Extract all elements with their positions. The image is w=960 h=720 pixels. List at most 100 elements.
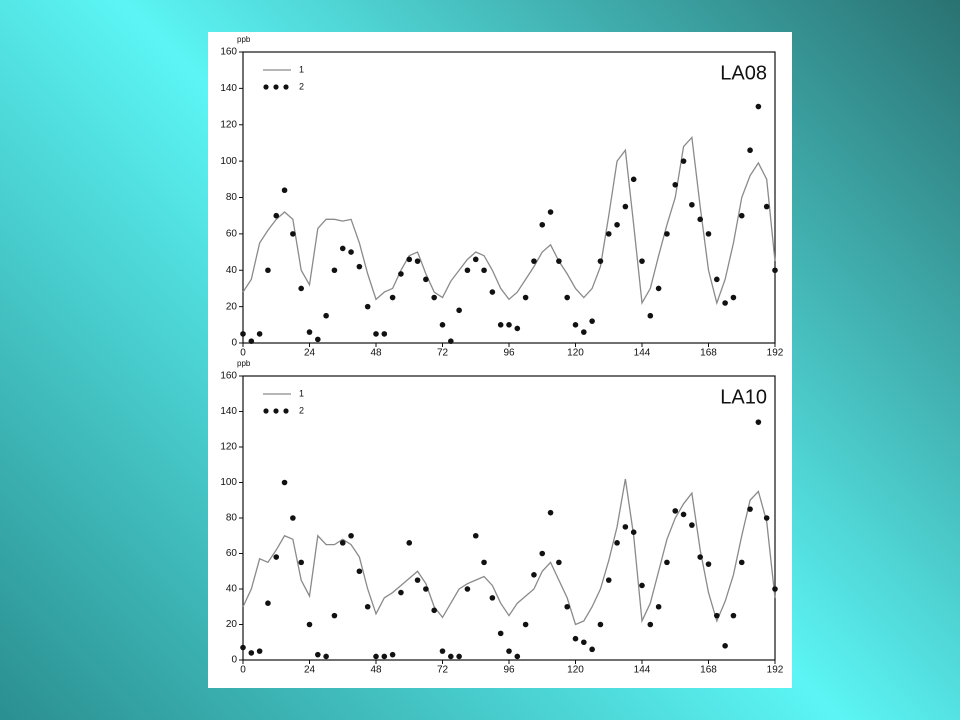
series-dot <box>439 648 446 654</box>
series-dot <box>331 612 338 619</box>
series-dot <box>639 258 645 264</box>
series-dot <box>547 209 554 215</box>
series-dot <box>389 294 396 301</box>
series-dot <box>339 540 346 546</box>
series-dot <box>364 303 371 310</box>
series-dot <box>381 331 388 337</box>
series-dot <box>680 511 687 518</box>
series-dot <box>414 258 421 264</box>
x-tick-label: 192 <box>767 665 784 676</box>
series-dot <box>464 267 471 274</box>
x-tick-label: 24 <box>304 348 316 359</box>
series-dot <box>630 529 637 535</box>
series-dot <box>531 572 537 578</box>
series-dot <box>639 582 645 589</box>
y-tick-label: 160 <box>220 47 237 58</box>
y-axis-label: ppb <box>237 35 251 44</box>
series-dot <box>381 653 388 660</box>
series-dot <box>323 653 329 660</box>
series-dot <box>256 331 263 337</box>
series-dot <box>655 603 662 610</box>
legend-label: 2 <box>299 405 304 415</box>
x-tick-label: 168 <box>700 665 717 676</box>
series-dot <box>564 603 570 610</box>
series-dot <box>398 589 404 596</box>
x-tick-label: 72 <box>437 348 449 359</box>
legend-dot <box>273 84 279 90</box>
series-dot <box>489 595 496 601</box>
series-dot <box>439 322 446 328</box>
x-tick-label: 120 <box>567 665 584 676</box>
series-dot <box>539 221 546 228</box>
series-dot <box>472 532 479 539</box>
y-tick-label: 60 <box>226 229 238 240</box>
series-dot <box>423 586 429 592</box>
series-dot <box>281 187 288 194</box>
x-tick-label: 48 <box>370 665 382 676</box>
series-line <box>242 478 776 626</box>
series-dot <box>680 158 687 164</box>
series-dot <box>323 312 329 319</box>
series-dot <box>738 212 745 219</box>
legend-dot <box>263 408 269 414</box>
series-dot <box>431 294 437 301</box>
series-dot <box>414 577 421 583</box>
x-tick-label: 72 <box>437 665 449 676</box>
series-dot <box>614 221 620 228</box>
y-tick-label: 80 <box>226 192 238 203</box>
panel <box>208 32 792 688</box>
series-dot <box>506 648 512 654</box>
series-dot <box>772 267 778 274</box>
y-tick-label: 80 <box>226 513 238 524</box>
series-dot <box>389 651 396 658</box>
series-dot <box>315 651 321 658</box>
series-dot <box>572 635 579 642</box>
y-tick-label: 0 <box>231 338 237 349</box>
chart-title: LA10 <box>720 386 767 408</box>
y-tick-label: 120 <box>220 442 237 453</box>
series-dot <box>664 559 670 566</box>
legend-dot <box>263 84 269 90</box>
x-tick-label: 96 <box>503 665 515 676</box>
series-dot <box>614 540 620 546</box>
x-tick-label: 24 <box>304 665 316 676</box>
series-dot <box>755 419 762 425</box>
series-dot <box>481 559 487 566</box>
series-dot <box>672 181 679 188</box>
series-dot <box>730 612 737 619</box>
x-tick-label: 168 <box>700 348 717 359</box>
series-dot <box>763 515 770 521</box>
series-dot <box>738 559 745 566</box>
series-dot <box>315 336 321 343</box>
chart-title: LA08 <box>720 62 767 84</box>
series-dot <box>755 103 762 110</box>
series-dot <box>556 258 562 264</box>
y-tick-label: 40 <box>226 584 238 595</box>
series-dot <box>290 515 296 521</box>
series-dot <box>572 322 579 328</box>
series-dot <box>514 653 521 660</box>
series-dot <box>589 318 595 324</box>
series-dot <box>581 329 587 335</box>
series-dot <box>747 506 753 512</box>
series-dot <box>531 258 537 264</box>
series-dot <box>373 653 379 660</box>
legend-dot <box>283 408 289 414</box>
series-dot <box>356 263 363 270</box>
x-tick-label: 120 <box>567 348 584 359</box>
y-tick-label: 120 <box>220 119 237 130</box>
series-dot <box>298 559 304 566</box>
y-tick-label: 60 <box>226 548 238 559</box>
series-dot <box>714 612 720 619</box>
x-tick-label: 0 <box>240 348 246 359</box>
y-tick-label: 20 <box>226 619 238 630</box>
y-tick-label: 100 <box>220 156 237 167</box>
series-dot <box>456 653 462 660</box>
series-dot <box>472 256 479 263</box>
y-axis-label: ppb <box>237 359 251 368</box>
series-dot <box>248 338 255 344</box>
series-dot <box>339 245 346 252</box>
y-tick-label: 160 <box>220 371 237 382</box>
series-dot <box>556 559 562 566</box>
